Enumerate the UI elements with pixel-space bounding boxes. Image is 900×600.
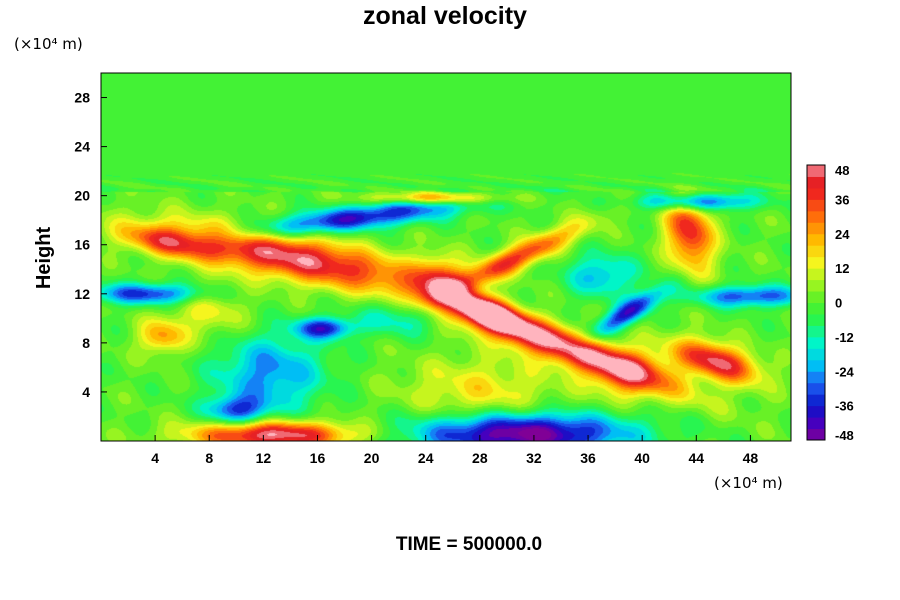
x-tick-label: 44 bbox=[689, 450, 705, 466]
y-tick-label: 8 bbox=[82, 335, 90, 351]
colorbar-segment bbox=[807, 245, 825, 258]
colorbar-labels: 48 36 24 12 0 -12 -24 -36 -48 bbox=[835, 163, 855, 443]
x-tick-label: 12 bbox=[256, 450, 272, 466]
colorbar-segment bbox=[807, 371, 825, 384]
colorbar-label: -48 bbox=[835, 428, 854, 443]
x-ticks: 4 8 12 16 20 24 28 32 36 40 44 48 bbox=[151, 435, 758, 466]
x-tick-label: 36 bbox=[580, 450, 596, 466]
colorbar-label: 0 bbox=[835, 296, 842, 311]
colorbar bbox=[806, 164, 826, 441]
colorbar-segment bbox=[807, 222, 825, 235]
colorbar-segment bbox=[807, 279, 825, 292]
time-label: TIME = 500000.0 bbox=[396, 534, 542, 555]
plot-border bbox=[100, 72, 792, 442]
colorbar-segment bbox=[807, 199, 825, 212]
colorbar-segment bbox=[807, 165, 825, 177]
y-tick-label: 24 bbox=[74, 139, 90, 155]
colorbar-label: 48 bbox=[835, 163, 849, 178]
x-tick-label: 32 bbox=[526, 450, 542, 466]
colorbar-segment bbox=[807, 176, 825, 189]
colorbar-segment bbox=[807, 359, 825, 372]
colorbar-segment bbox=[807, 268, 825, 281]
y-axis-label: Height bbox=[33, 227, 55, 290]
colorbar-segment bbox=[807, 256, 825, 269]
colorbar-label: 24 bbox=[835, 227, 850, 242]
colorbar-segment bbox=[807, 291, 825, 303]
colorbar-segment bbox=[807, 428, 825, 441]
x-tick-label: 20 bbox=[364, 450, 380, 466]
x-tick-label: 48 bbox=[743, 450, 759, 466]
y-axis-unit: (×10⁴ m) bbox=[14, 35, 83, 53]
x-tick-label: 4 bbox=[151, 450, 159, 466]
colorbar-segment bbox=[807, 302, 825, 315]
x-tick-label: 16 bbox=[310, 450, 326, 466]
colorbar-label: 12 bbox=[835, 261, 849, 276]
chart-title: zonal velocity bbox=[363, 2, 527, 30]
x-axis-unit: (×10⁴ m) bbox=[714, 474, 783, 492]
colorbar-segment bbox=[807, 417, 825, 430]
x-tick-label: 28 bbox=[472, 450, 488, 466]
heatmap-image bbox=[101, 73, 791, 441]
colorbar-label: 36 bbox=[835, 192, 849, 207]
colorbar-segment bbox=[807, 210, 825, 223]
colorbar-segment bbox=[807, 233, 825, 246]
colorbar-segment bbox=[807, 394, 825, 407]
colorbar-label: -36 bbox=[835, 399, 854, 414]
y-tick-label: 4 bbox=[82, 384, 90, 400]
colorbar-segment bbox=[807, 382, 825, 395]
plot-area bbox=[100, 72, 792, 442]
colorbar-segment bbox=[807, 348, 825, 361]
x-tick-label: 24 bbox=[418, 450, 434, 466]
colorbar-border bbox=[806, 164, 826, 441]
y-tick-label: 16 bbox=[74, 237, 90, 253]
y-tick-label: 12 bbox=[74, 286, 90, 302]
colorbar-label: -24 bbox=[835, 364, 855, 379]
y-tick-label: 20 bbox=[74, 188, 90, 204]
x-tick-label: 40 bbox=[634, 450, 650, 466]
colorbar-segment bbox=[807, 313, 825, 326]
x-tick-label: 8 bbox=[205, 450, 213, 466]
colorbar-segment bbox=[807, 336, 825, 349]
colorbar-segment bbox=[807, 405, 825, 418]
y-tick-label: 28 bbox=[74, 90, 90, 106]
colorbar-label: -12 bbox=[835, 330, 854, 345]
colorbar-segment bbox=[807, 187, 825, 200]
y-ticks: 4 8 12 16 20 24 28 bbox=[74, 90, 107, 400]
colorbar-segment bbox=[807, 325, 825, 338]
